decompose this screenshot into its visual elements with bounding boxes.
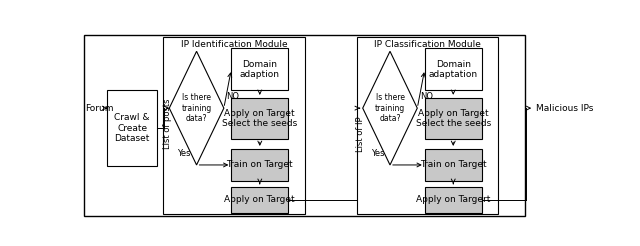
FancyBboxPatch shape [108, 90, 157, 166]
Text: IP Identification Module: IP Identification Module [180, 40, 287, 49]
Text: List of posts: List of posts [163, 99, 172, 150]
FancyBboxPatch shape [425, 48, 482, 90]
FancyBboxPatch shape [231, 149, 288, 181]
Text: Domain
adaption: Domain adaption [240, 60, 280, 79]
FancyBboxPatch shape [356, 37, 498, 214]
Text: NO: NO [420, 92, 433, 101]
Text: IP Classification Module: IP Classification Module [374, 40, 481, 49]
Text: List of IP: List of IP [356, 116, 365, 152]
Polygon shape [169, 51, 224, 165]
Text: NO: NO [227, 92, 239, 101]
Text: Apply on Target
Select the seeds: Apply on Target Select the seeds [222, 109, 298, 128]
Text: Train on Target: Train on Target [227, 160, 293, 169]
Polygon shape [363, 51, 417, 165]
FancyBboxPatch shape [231, 187, 288, 213]
Text: Is there
training
data?: Is there training data? [181, 93, 212, 123]
FancyBboxPatch shape [231, 98, 288, 139]
Text: Apply on Targert: Apply on Targert [416, 196, 490, 204]
Text: Domain
adaptation: Domain adaptation [429, 60, 478, 79]
Text: Train on Target: Train on Target [420, 160, 486, 169]
Text: Forum: Forum [85, 104, 113, 113]
FancyBboxPatch shape [231, 48, 288, 90]
Text: Apply on Target
Select the seeds: Apply on Target Select the seeds [415, 109, 491, 128]
FancyBboxPatch shape [163, 37, 305, 214]
Text: Yes: Yes [371, 149, 385, 158]
Text: Malicious IPs: Malicious IPs [536, 104, 594, 113]
FancyBboxPatch shape [425, 149, 482, 181]
Text: Crawl &
Create
Dataset: Crawl & Create Dataset [115, 113, 150, 143]
FancyBboxPatch shape [425, 187, 482, 213]
Text: Apply on Target: Apply on Target [225, 196, 295, 204]
FancyBboxPatch shape [84, 35, 525, 215]
FancyBboxPatch shape [425, 98, 482, 139]
Text: Yes: Yes [177, 149, 191, 158]
Text: Is there
training
data?: Is there training data? [375, 93, 405, 123]
